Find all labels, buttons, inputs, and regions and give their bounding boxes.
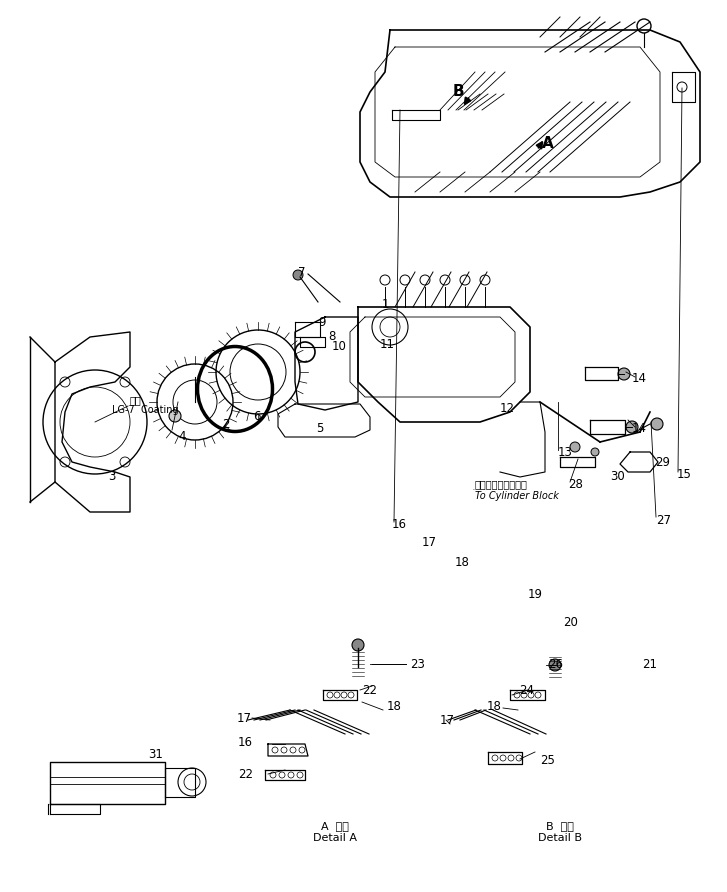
Text: 6: 6 xyxy=(253,409,260,423)
Circle shape xyxy=(618,368,630,380)
Text: 2: 2 xyxy=(222,417,230,431)
Text: 16: 16 xyxy=(238,736,253,748)
Text: 19: 19 xyxy=(528,588,543,600)
Text: 27: 27 xyxy=(656,514,671,526)
Text: A: A xyxy=(542,136,554,152)
Circle shape xyxy=(626,421,638,433)
Text: A  詳細
Detail A: A 詳細 Detail A xyxy=(313,822,357,843)
Text: 1: 1 xyxy=(382,299,390,311)
Text: 17: 17 xyxy=(422,535,437,549)
Text: 8: 8 xyxy=(328,329,335,343)
Text: 17: 17 xyxy=(440,714,455,726)
Text: 24: 24 xyxy=(519,683,534,697)
Text: 23: 23 xyxy=(410,657,425,671)
Text: 20: 20 xyxy=(563,615,578,629)
Text: 5: 5 xyxy=(316,423,324,435)
Text: 28: 28 xyxy=(568,477,583,491)
Circle shape xyxy=(352,639,364,651)
Text: 18: 18 xyxy=(455,556,470,568)
Text: 22: 22 xyxy=(362,683,377,697)
Text: 9: 9 xyxy=(318,316,326,328)
Text: 15: 15 xyxy=(677,467,692,481)
Text: LG-7  Coating: LG-7 Coating xyxy=(112,405,179,415)
Text: 18: 18 xyxy=(487,700,502,714)
Text: B  詳細
Detail B: B 詳細 Detail B xyxy=(538,822,582,843)
Text: 16: 16 xyxy=(392,518,407,532)
Circle shape xyxy=(591,448,599,456)
Text: 475: 475 xyxy=(473,489,475,490)
Text: 4: 4 xyxy=(178,430,185,442)
Text: 塗布: 塗布 xyxy=(130,395,142,405)
Text: 22: 22 xyxy=(238,767,253,780)
Text: 29: 29 xyxy=(655,456,670,468)
Text: 21: 21 xyxy=(642,657,657,671)
Text: 7: 7 xyxy=(298,266,305,278)
Circle shape xyxy=(549,659,561,671)
Text: 25: 25 xyxy=(540,754,555,766)
Text: 12: 12 xyxy=(500,401,515,415)
Circle shape xyxy=(570,442,580,452)
Text: 11: 11 xyxy=(380,337,395,351)
Text: B: B xyxy=(452,85,464,100)
Text: 18: 18 xyxy=(387,700,402,714)
Text: 10: 10 xyxy=(332,341,347,353)
Text: 31: 31 xyxy=(148,747,163,761)
Text: 14: 14 xyxy=(632,373,647,385)
Text: 30: 30 xyxy=(610,469,624,483)
Text: 3: 3 xyxy=(108,470,116,483)
Text: シリンダブロックへ
To Cylinder Block: シリンダブロックへ To Cylinder Block xyxy=(475,479,559,500)
Text: 13: 13 xyxy=(558,445,573,458)
Text: 17: 17 xyxy=(237,712,252,724)
Text: 26: 26 xyxy=(548,657,563,671)
Circle shape xyxy=(169,410,181,422)
Text: 14: 14 xyxy=(632,423,647,435)
Circle shape xyxy=(651,418,663,430)
Circle shape xyxy=(293,270,303,280)
